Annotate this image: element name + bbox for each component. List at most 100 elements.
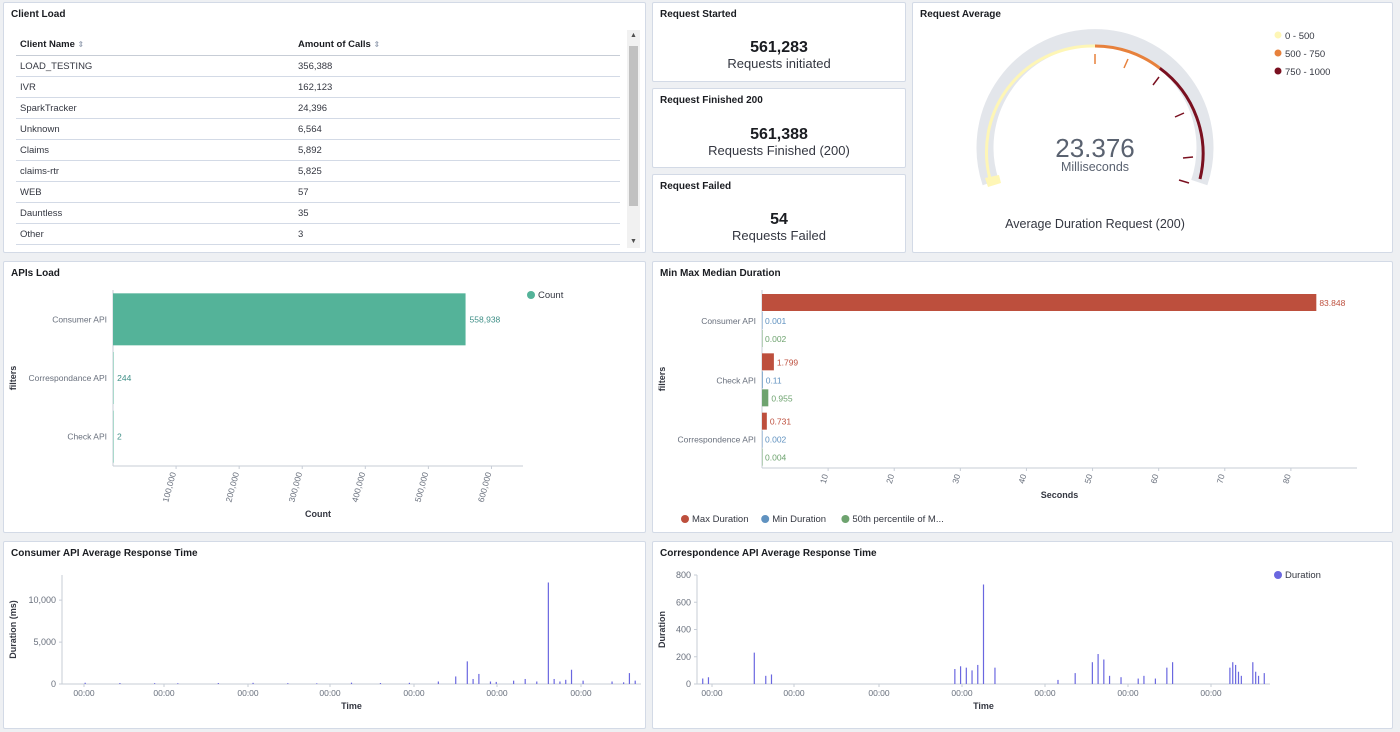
x-tick-label: 00:00 xyxy=(486,688,508,698)
client-name-cell: Unknown xyxy=(16,118,294,140)
x-tick-label: 00:00 xyxy=(237,688,259,698)
x-tick-label: 00:00 xyxy=(73,688,95,698)
apis-load-title: APIs Load xyxy=(11,268,60,279)
scroll-down-icon[interactable]: ▼ xyxy=(630,238,637,245)
client-name-cell: IVR xyxy=(16,76,294,98)
x-tick-label: 00:00 xyxy=(951,688,973,698)
legend-swatch xyxy=(1274,571,1282,579)
table-row[interactable]: claims-rtr 5,825 xyxy=(16,160,620,182)
data-label: 0.731 xyxy=(770,417,792,427)
table-row[interactable]: Other 3 xyxy=(16,223,620,245)
request-started-panel: Request Started 561,283 Requests initiat… xyxy=(652,2,906,82)
amount-of-calls-cell: 356,388 xyxy=(294,55,620,77)
y-tick-label: 400 xyxy=(676,625,691,635)
x-tick-label: 00:00 xyxy=(701,688,723,698)
bar xyxy=(113,410,114,463)
column-header-client-name[interactable]: Client Name ⇕ xyxy=(16,33,294,56)
x-tick-label: 00:00 xyxy=(319,688,341,698)
table-row[interactable]: LOAD_TESTING 356,388 xyxy=(16,55,620,77)
request-finished-value: 561,388 xyxy=(750,126,808,143)
correspondence-response-title: Correspondence API Average Response Time xyxy=(660,548,877,559)
amount-of-calls-cell: 35 xyxy=(294,202,620,224)
x-axis-title: Time xyxy=(341,701,362,711)
sort-icon[interactable]: ⇕ xyxy=(373,39,381,49)
apis-load-chart: Consumer API 558,938 Correspondance API 244… xyxy=(8,290,564,519)
amount-of-calls-cell: 162,123 xyxy=(294,76,620,98)
amount-of-calls-cell: 24,396 xyxy=(294,97,620,119)
client-load-title: Client Load xyxy=(11,9,66,20)
category-tick-label: Correspondence API xyxy=(678,435,756,445)
x-tick-label: 10 xyxy=(818,473,830,485)
legend-item: Count xyxy=(538,290,564,301)
table-row[interactable]: SparkTracker 24,396 xyxy=(16,97,620,119)
table-row[interactable]: Claims 5,892 xyxy=(16,139,620,161)
legend-item[interactable]: 500 - 750 xyxy=(1285,49,1325,60)
table-row[interactable]: Unknown 6,564 xyxy=(16,118,620,140)
x-tick-label: 70 xyxy=(1215,473,1227,485)
x-tick-label: 00:00 xyxy=(570,688,592,698)
correspondence-response-chart: 0 200 400 600 800 00:00 00:00 00:00 00:00 00:00 00… xyxy=(657,570,1321,711)
request-finished-panel: Request Finished 200 561,388 Requests Fi… xyxy=(652,88,906,168)
legend-item[interactable]: 750 - 1000 xyxy=(1285,67,1330,78)
gauge-value-marker xyxy=(985,175,1001,187)
sort-icon[interactable]: ⇕ xyxy=(77,39,85,49)
legend-swatch xyxy=(761,515,770,523)
bar xyxy=(762,312,763,329)
table-scrollbar[interactable]: ▲ ▼ xyxy=(627,30,640,248)
scroll-thumb[interactable] xyxy=(629,46,638,206)
x-tick-label: 00:00 xyxy=(153,688,175,698)
bar xyxy=(762,389,769,407)
data-label: 0.002 xyxy=(765,334,787,344)
table-row[interactable]: IVR 162,123 xyxy=(16,76,620,98)
data-label: 244 xyxy=(117,373,131,383)
bar xyxy=(762,294,1317,311)
y-tick-label: 10,000 xyxy=(28,595,56,605)
client-name-cell: Claims xyxy=(16,139,294,161)
table-row[interactable]: Dauntless 35 xyxy=(16,202,620,224)
gauge-range-high xyxy=(1158,66,1205,180)
request-average-panel: Request Average 23.376 Milliseconds Aver… xyxy=(912,2,1393,253)
y-axis-title: Duration xyxy=(657,611,667,648)
x-tick-label: 500,000 xyxy=(413,471,431,504)
bar xyxy=(762,353,774,371)
y-tick-label: 0 xyxy=(686,679,691,689)
x-tick-label: 00:00 xyxy=(403,688,425,698)
column-header-amount-of-calls[interactable]: Amount of Calls ⇕ xyxy=(294,33,620,56)
gauge-legend: 0 - 500 500 - 750 750 - 1000 xyxy=(1274,31,1330,78)
amount-of-calls-cell: 6,564 xyxy=(294,118,620,140)
min-max-median-title: Min Max Median Duration xyxy=(660,268,781,279)
x-tick-label: 40 xyxy=(1016,473,1028,485)
amount-of-calls-cell: 5,825 xyxy=(294,160,620,182)
data-label: 558,938 xyxy=(470,314,501,324)
legend-item: 50th percentile of M... xyxy=(852,514,943,525)
data-label: 1.799 xyxy=(777,357,799,367)
x-axis-title: Seconds xyxy=(1041,490,1079,500)
amount-of-calls-cell: 3 xyxy=(294,223,620,245)
gauge-value: 23.376 xyxy=(1055,133,1135,163)
data-label: 0.004 xyxy=(765,453,787,463)
x-axis-title: Count xyxy=(305,509,331,519)
client-name-cell: Other xyxy=(16,223,294,245)
request-failed-panel: Request Failed 54 Requests Failed xyxy=(652,174,906,253)
x-tick-label: 00:00 xyxy=(783,688,805,698)
y-tick-label: 5,000 xyxy=(33,637,56,647)
bar xyxy=(113,352,114,404)
request-failed-title: Request Failed xyxy=(660,181,732,192)
data-label: 83.848 xyxy=(1319,298,1345,308)
consumer-response-chart: 0 5,000 10,000 00:00 00:00 00:00 00:00 00:00 00:… xyxy=(8,575,641,711)
y-axis-title: filters xyxy=(8,366,18,391)
min-max-median-chart: Consumer API 83.848 0.001 0.002 Check API 1.7… xyxy=(657,290,1357,525)
x-tick-label: 00:00 xyxy=(1117,688,1139,698)
bar xyxy=(762,448,763,466)
scroll-up-icon[interactable]: ▲ xyxy=(630,32,637,39)
x-tick-label: 200,000 xyxy=(223,471,241,504)
client-load-panel: Client Load Client Name ⇕ Amount of Call… xyxy=(3,2,646,253)
table-row[interactable]: WEB 57 xyxy=(16,181,620,203)
data-label: 0.11 xyxy=(766,375,782,385)
gauge-range-low xyxy=(985,44,1096,180)
request-started-value: 561,283 xyxy=(750,39,808,56)
category-tick-label: Check API xyxy=(716,375,756,385)
bar xyxy=(113,293,466,346)
client-load-table: Client Name ⇕ Amount of Calls ⇕ LOAD_TES… xyxy=(16,33,620,245)
legend-item[interactable]: 0 - 500 xyxy=(1285,31,1315,42)
